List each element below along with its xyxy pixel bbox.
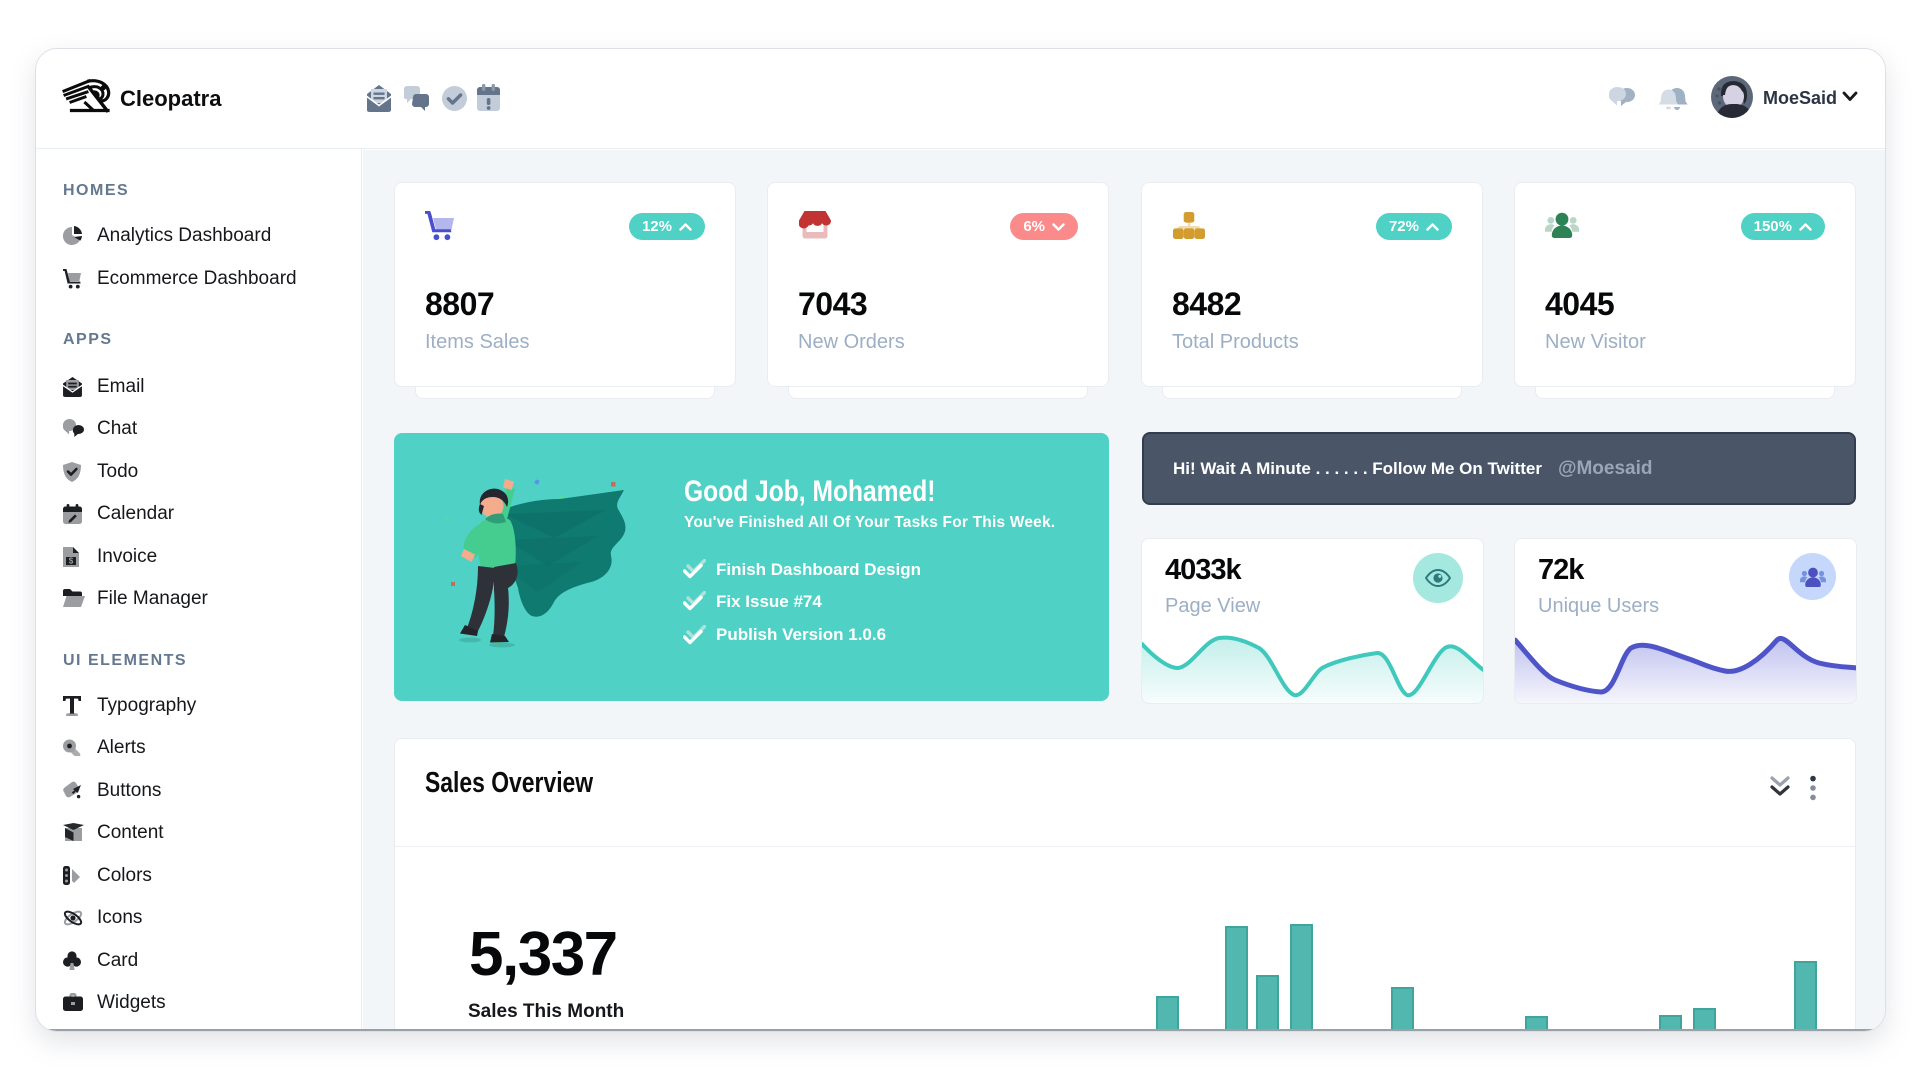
svg-text:$: $ xyxy=(69,557,74,566)
